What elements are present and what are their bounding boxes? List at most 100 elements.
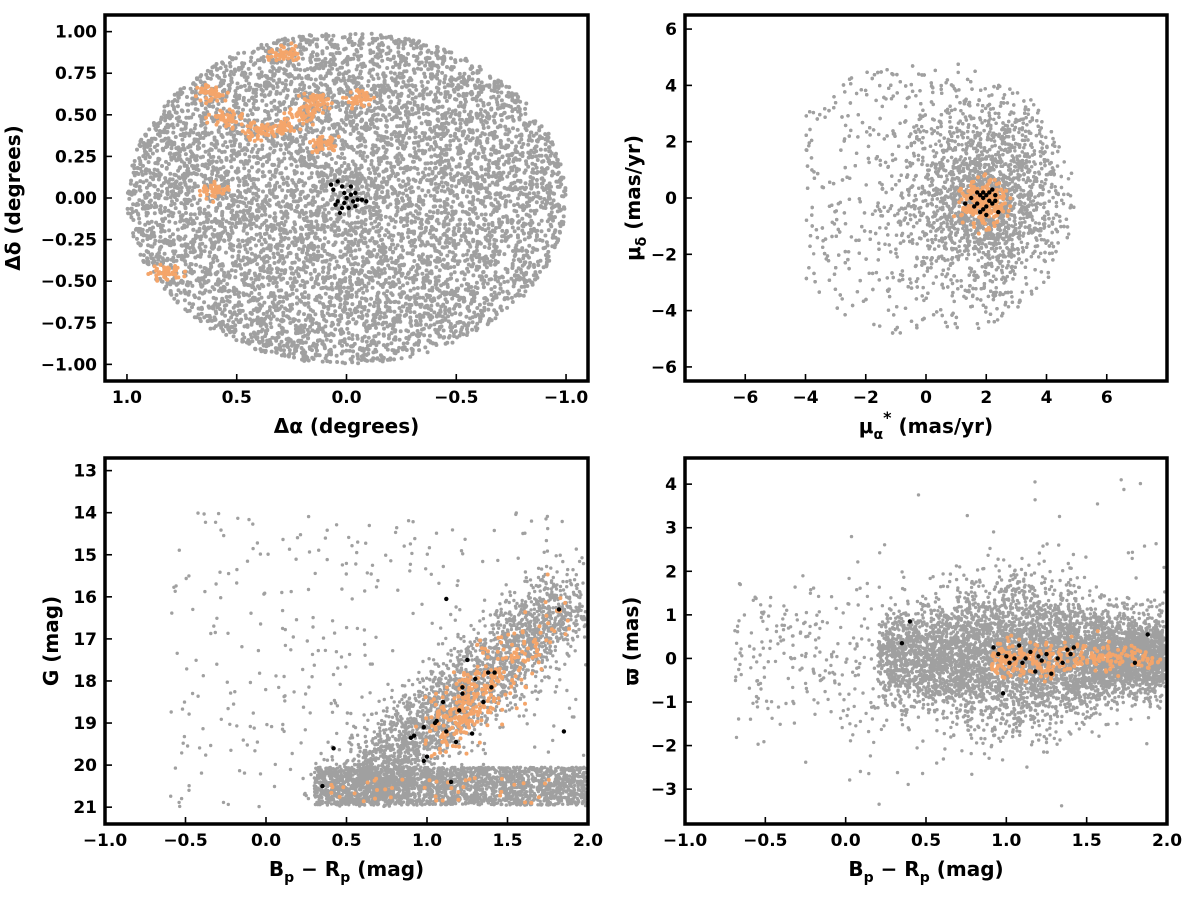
- sky-field-point: [393, 225, 397, 229]
- sky-field-point: [462, 277, 466, 281]
- sky-field-point: [349, 357, 353, 361]
- sky-field-point: [493, 263, 497, 267]
- sky-field-point: [541, 239, 545, 243]
- sky-field-point: [270, 109, 274, 113]
- sky-field-point: [466, 270, 470, 274]
- sky-field-point: [496, 183, 500, 187]
- sky-field-point: [325, 338, 329, 342]
- sky-field-point: [303, 357, 307, 361]
- sky-field-point: [276, 247, 280, 251]
- sky-field-point: [492, 119, 496, 123]
- sky-field-point: [255, 209, 259, 213]
- sky-field-point: [484, 274, 488, 278]
- sky-field-point: [223, 226, 227, 230]
- sky-field-point: [531, 176, 535, 180]
- sky-field-point: [172, 141, 176, 145]
- sky-field-point: [144, 155, 148, 159]
- sky-field-point: [267, 139, 271, 143]
- sky-field-point: [297, 319, 301, 323]
- sky-field-point: [348, 75, 352, 79]
- sky-field-point: [448, 172, 452, 176]
- sky-field-point: [284, 220, 288, 224]
- sky-field-point: [215, 259, 219, 263]
- sky-field-point: [524, 181, 528, 185]
- sky-field-point: [487, 222, 491, 226]
- sky-field-point: [468, 138, 472, 142]
- sky-field-point: [349, 115, 353, 119]
- sky-field-point: [413, 71, 417, 75]
- sky-field-point: [311, 213, 315, 217]
- sky-field-point: [547, 228, 551, 232]
- sky-field-point: [217, 149, 221, 153]
- sky-field-point: [500, 239, 504, 243]
- sky-field-point: [497, 292, 501, 296]
- sky-field-point: [474, 285, 478, 289]
- sky-field-point: [226, 299, 230, 303]
- sky-field-point: [262, 55, 266, 59]
- sky-field-point: [338, 339, 342, 343]
- sky-field-point: [237, 178, 241, 182]
- sky-field-point: [417, 62, 421, 66]
- sky-field-point: [246, 142, 250, 146]
- sky-field-point: [483, 132, 487, 136]
- sky-field-point: [260, 213, 264, 217]
- sky-field-point: [284, 166, 288, 170]
- sky-field-point: [340, 152, 344, 156]
- sky-field-point: [367, 336, 371, 340]
- sky-field-point: [433, 108, 437, 112]
- sky-field-point: [513, 253, 517, 257]
- sky-field-point: [454, 112, 458, 116]
- sky-field-point: [554, 155, 558, 159]
- sky-field-point: [463, 109, 467, 113]
- sky-field-point: [520, 217, 524, 221]
- sky-field-point: [547, 160, 551, 164]
- sky-field-point: [320, 121, 324, 125]
- sky-field-point: [326, 287, 330, 291]
- sky-field-point: [167, 228, 171, 232]
- sky-field-point: [452, 88, 456, 92]
- sky-field-point: [448, 94, 452, 98]
- sky-field-point: [193, 212, 197, 216]
- sky-field-point: [166, 103, 170, 107]
- sky-field-point: [436, 303, 440, 307]
- sky-field-point: [545, 260, 549, 264]
- sky-field-point: [470, 328, 474, 332]
- sky-field-point: [288, 293, 292, 297]
- sky-field-point: [291, 37, 295, 41]
- sky-field-point: [493, 112, 497, 116]
- sky-field-point: [323, 208, 327, 212]
- sky-field-point: [326, 240, 330, 244]
- sky-field-point: [461, 133, 465, 137]
- sky-field-point: [289, 163, 293, 167]
- sky-field-point: [388, 58, 392, 62]
- sky-field-point: [459, 122, 463, 126]
- sky-field-point: [519, 179, 523, 183]
- sky-field-point: [279, 148, 283, 152]
- sky-field-point: [456, 259, 460, 263]
- sky-field-point: [378, 315, 382, 319]
- sky-field-point: [391, 293, 395, 297]
- sky-field-point: [381, 185, 385, 189]
- sky-field-point: [271, 300, 275, 304]
- sky-field-point: [387, 222, 391, 226]
- sky-field-point: [261, 170, 265, 174]
- sky-field-point: [210, 220, 214, 224]
- sky-field-point: [481, 270, 485, 274]
- sky-field-point: [333, 233, 337, 237]
- sky-field-point: [491, 210, 495, 214]
- sky-field-point: [221, 328, 225, 332]
- sky-field-point: [530, 162, 534, 166]
- sky-field-point: [157, 251, 161, 255]
- sky-field-point: [456, 223, 460, 227]
- sky-field-point: [295, 288, 299, 292]
- sky-field-point: [438, 268, 442, 272]
- sky-field-point: [127, 197, 131, 201]
- sky-field-point: [178, 165, 182, 169]
- sky-field-point: [253, 272, 257, 276]
- sky-field-point: [359, 54, 363, 58]
- sky-field-point: [360, 118, 364, 122]
- sky-field-point: [351, 159, 355, 163]
- sky-field-point: [443, 114, 447, 118]
- sky-field-point: [371, 77, 375, 81]
- sky-field-point: [493, 259, 497, 263]
